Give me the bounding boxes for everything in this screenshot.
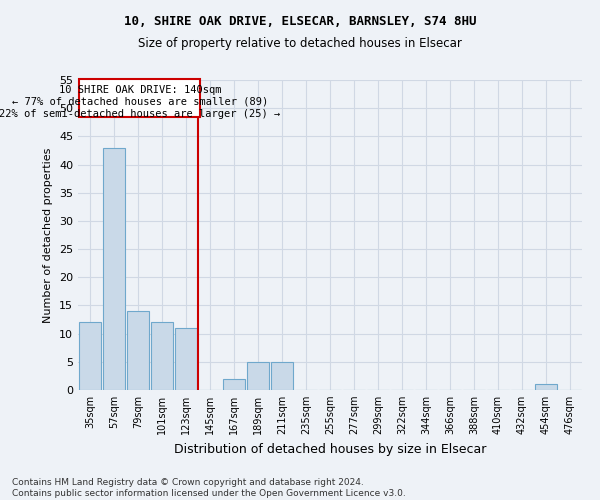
Bar: [535, 384, 557, 390]
Y-axis label: Number of detached properties: Number of detached properties: [43, 148, 53, 322]
X-axis label: Distribution of detached houses by size in Elsecar: Distribution of detached houses by size …: [174, 442, 486, 456]
Bar: [223, 378, 245, 390]
FancyBboxPatch shape: [79, 79, 200, 116]
Bar: [271, 362, 293, 390]
Text: ← 77% of detached houses are smaller (89): ← 77% of detached houses are smaller (89…: [11, 96, 268, 106]
Bar: [103, 148, 125, 390]
Text: 10, SHIRE OAK DRIVE, ELSECAR, BARNSLEY, S74 8HU: 10, SHIRE OAK DRIVE, ELSECAR, BARNSLEY, …: [124, 15, 476, 28]
Text: Size of property relative to detached houses in Elsecar: Size of property relative to detached ho…: [138, 38, 462, 51]
Text: 22% of semi-detached houses are larger (25) →: 22% of semi-detached houses are larger (…: [0, 108, 280, 118]
Text: Contains HM Land Registry data © Crown copyright and database right 2024.
Contai: Contains HM Land Registry data © Crown c…: [12, 478, 406, 498]
Bar: [247, 362, 269, 390]
Bar: [127, 311, 149, 390]
Bar: [175, 328, 197, 390]
Bar: [151, 322, 173, 390]
Text: 10 SHIRE OAK DRIVE: 140sqm: 10 SHIRE OAK DRIVE: 140sqm: [59, 84, 221, 94]
Bar: [79, 322, 101, 390]
